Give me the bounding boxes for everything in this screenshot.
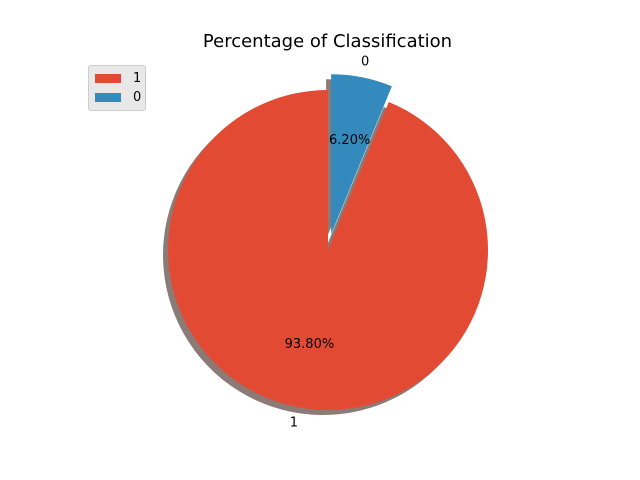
- legend-label-0: 0: [133, 90, 142, 105]
- legend-entry-0: 0: [95, 91, 141, 105]
- slice-label-0: 0: [361, 55, 369, 70]
- legend-label-1: 1: [133, 71, 142, 86]
- legend-swatch-1: [95, 74, 121, 83]
- legend-swatch-0: [95, 93, 121, 102]
- slice-label-1: 1: [290, 416, 298, 431]
- legend-entry-1: 1: [95, 72, 141, 86]
- pie-slice-1: [168, 90, 489, 410]
- chart-title: Percentage of Classification: [202, 31, 453, 52]
- slice-percent-1: 93.80%: [285, 337, 335, 352]
- slice-percent-0: 6.20%: [329, 133, 370, 148]
- pie-slice-0: [331, 74, 392, 235]
- legend: 1 0: [88, 65, 146, 111]
